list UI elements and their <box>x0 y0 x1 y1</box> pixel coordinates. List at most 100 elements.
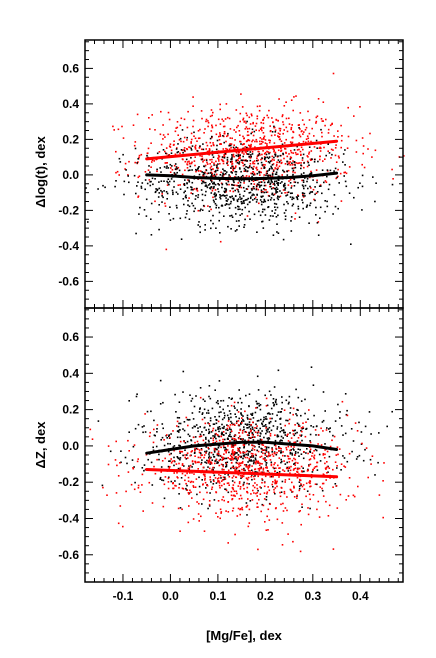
scatter-point <box>197 196 199 199</box>
scatter-point <box>193 452 196 454</box>
scatter-point <box>290 449 292 451</box>
scatter-point <box>218 426 221 428</box>
scatter-point <box>253 194 255 196</box>
scatter-point <box>325 429 328 431</box>
scatter-point <box>304 412 306 415</box>
scatter-point <box>246 491 249 494</box>
scatter-point <box>231 158 233 161</box>
scatter-point <box>220 411 222 413</box>
scatter-point <box>269 413 271 415</box>
scatter-point <box>344 164 346 166</box>
scatter-point <box>261 153 263 156</box>
scatter-point <box>258 462 260 464</box>
scatter-point <box>332 548 335 550</box>
scatter-point <box>173 173 176 175</box>
scatter-point <box>196 440 199 443</box>
scatter-point <box>212 175 214 177</box>
scatter-point <box>267 151 269 153</box>
scatter-point <box>230 456 233 458</box>
scatter-point <box>281 460 283 463</box>
scatter-point <box>201 155 203 157</box>
scatter-point <box>159 478 161 480</box>
scatter-point <box>252 134 255 137</box>
scatter-point <box>137 196 139 198</box>
scatter-point <box>224 152 226 155</box>
scatter-point <box>246 215 249 217</box>
scatter-point <box>265 427 267 429</box>
scatter-point <box>264 184 267 187</box>
scatter-point <box>264 446 267 448</box>
scatter-point <box>225 432 227 435</box>
scatter-point <box>250 456 253 458</box>
scatter-point <box>188 146 190 148</box>
scatter-point <box>299 135 302 138</box>
scatter-point <box>310 485 312 488</box>
scatter-point <box>178 462 180 465</box>
scatter-point <box>115 492 118 494</box>
scatter-point <box>302 181 305 183</box>
scatter-point <box>290 465 292 468</box>
scatter-point <box>244 469 246 472</box>
scatter-point <box>223 457 226 460</box>
scatter-point <box>234 444 237 446</box>
scatter-point <box>194 447 196 450</box>
scatter-point <box>188 160 190 163</box>
scatter-point <box>273 126 276 129</box>
scatter-point <box>227 482 230 484</box>
scatter-point <box>172 217 175 220</box>
scatter-point <box>213 170 216 173</box>
scatter-point <box>302 196 305 198</box>
scatter-point <box>337 130 339 132</box>
scatter-point <box>223 483 225 485</box>
scatter-point <box>144 171 147 173</box>
scatter-point <box>245 122 247 124</box>
scatter-point <box>245 151 247 153</box>
scatter-point <box>344 171 346 174</box>
scatter-point <box>286 201 288 203</box>
scatter-point <box>263 485 266 488</box>
scatter-point <box>214 189 217 191</box>
scatter-point <box>213 474 216 477</box>
scatter-point <box>197 456 200 459</box>
scatter-point <box>239 452 242 454</box>
scatter-point <box>248 434 250 437</box>
scatter-point <box>251 433 254 436</box>
scatter-point <box>308 132 311 135</box>
scatter-point <box>212 199 215 202</box>
scatter-point <box>207 121 210 124</box>
scatter-point <box>251 128 254 131</box>
scatter-point <box>196 150 199 152</box>
scatter-point <box>240 462 243 464</box>
scatter-point <box>282 429 285 432</box>
scatter-point <box>270 180 273 182</box>
scatter-point <box>261 157 263 159</box>
scatter-point <box>184 196 187 198</box>
scatter-point <box>182 488 185 490</box>
scatter-point <box>223 425 225 428</box>
scatter-point <box>326 450 329 453</box>
scatter-point <box>286 434 288 437</box>
scatter-point <box>209 417 212 419</box>
scatter-point <box>291 481 293 484</box>
scatter-point <box>281 114 284 116</box>
scatter-point <box>225 448 227 451</box>
scatter-point <box>159 167 161 169</box>
scatter-point <box>284 192 286 194</box>
scatter-point <box>279 127 282 130</box>
scatter-point <box>215 198 217 200</box>
scatter-point <box>264 139 267 141</box>
scatter-point <box>230 228 232 230</box>
scatter-point <box>297 195 300 197</box>
scatter-point <box>334 147 337 149</box>
scatter-point <box>254 173 256 176</box>
scatter-point <box>281 143 284 146</box>
scatter-point <box>231 498 234 500</box>
scatter-point <box>317 234 320 236</box>
scatter-point <box>217 428 219 430</box>
scatter-point <box>172 191 174 194</box>
scatter-point <box>169 219 172 221</box>
scatter-point <box>293 463 295 465</box>
y-tick-label: 0.6 <box>62 330 79 344</box>
scatter-point <box>231 162 234 165</box>
scatter-point <box>253 436 255 438</box>
